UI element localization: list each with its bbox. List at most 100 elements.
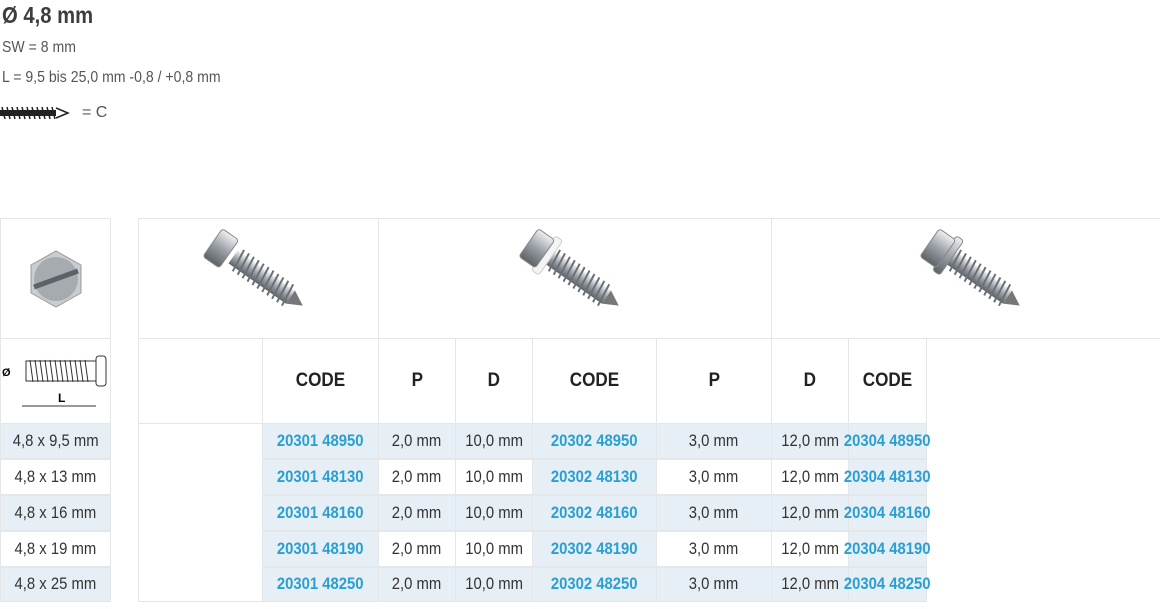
spacer-column [138,423,263,602]
size-cell: 4,8 x 16 mm [0,495,111,531]
product-image-3 [771,218,1160,339]
d-cell-text: 12,0 mm [781,503,839,522]
code-cell: 20302 48950 [532,423,657,459]
spacer-header [771,338,849,424]
code-cell: 20301 48950 [262,423,379,459]
d-cell: 12,0 mm [771,567,849,602]
size-cell-text: 4,8 x 13 mm [14,467,97,486]
p-cell-text: 2,0 mm [392,503,442,522]
svg-text:Ø: Ø [2,367,11,379]
size-cell-text: 4,8 x 19 mm [14,539,97,558]
code-cell-text: 20304 48950 [844,431,931,450]
p-cell: 2,0 mm [378,495,456,531]
slotted-hex-head-icon [30,249,81,308]
code-cell-text: 20302 48950 [551,431,638,450]
length-range: L = 9,5 bis 25,0 mm -0,8 / +0,8 mm [2,69,221,86]
code-cell: 20302 48160 [532,495,657,531]
code-cell-text: 20302 48160 [551,503,638,522]
size-cell-text: 4,8 x 25 mm [14,575,97,593]
code-cell-text: 20304 48250 [844,575,931,593]
header-code-text: CODE [569,370,620,391]
product-image-2 [378,218,772,339]
code-cell-text: 20302 48130 [551,467,638,486]
code-cell-text: 20302 48190 [551,539,638,558]
d-cell-text: 10,0 mm [465,539,523,558]
d-cell-text: 10,0 mm [465,503,523,522]
d-cell-text: 10,0 mm [465,431,523,450]
code-cell-text: 20301 48950 [277,431,364,450]
code-cell: 20304 48190 [844,531,931,567]
thread-type-c-icon [0,106,70,120]
d-cell-text: 12,0 mm [781,575,839,593]
p-cell: 3,0 mm [656,495,772,531]
header-code: CODE [262,338,379,424]
code-cell: 20304 48160 [844,495,931,531]
p-cell-text: 3,0 mm [689,575,739,593]
d-cell-text: 12,0 mm [781,467,839,486]
hex-head-screw-with-white-washer-image [519,228,619,306]
size-cell-text: 4,8 x 16 mm [14,503,97,522]
header-d-text: D [803,370,817,391]
wrench-size: SW = 8 mm [2,39,76,56]
header-p: P [378,338,456,424]
code-cell-text: 20302 48250 [551,575,638,593]
code-cell: 20304 48130 [844,459,931,495]
diameter-title: Ø 4,8 mm [2,2,94,28]
hex-head-tapping-screw-image [203,228,303,306]
code-cell: 20304 48950 [844,423,931,459]
code-cell: 20301 48160 [262,495,379,531]
d-cell: 10,0 mm [455,495,533,531]
product-image-1 [138,218,379,339]
p-cell-text: 3,0 mm [689,503,739,522]
header-p-text: P [708,370,720,391]
size-cell: 4,8 x 9,5 mm [0,423,111,459]
thread-type: = C [0,104,107,122]
code-cell-text: 20304 48190 [844,539,931,558]
code-cell-text: 20301 48190 [277,539,364,558]
p-cell-text: 3,0 mm [689,431,739,450]
p-cell-text: 2,0 mm [392,467,442,486]
code-cell: 20301 48250 [262,567,379,602]
code-cell: 20302 48130 [532,459,657,495]
size-cell: 4,8 x 13 mm [0,459,111,495]
spacer-column [455,423,533,602]
header-code: CODE [532,338,657,424]
p-cell: 2,0 mm [378,459,456,495]
spacer-column [771,423,849,602]
size-cell: 4,8 x 25 mm [0,567,111,602]
svg-text:L: L [58,391,65,405]
p-cell: 2,0 mm [378,567,456,602]
hex-head-screw-with-metal-washer-image [920,228,1020,306]
d-cell: 10,0 mm [455,423,533,459]
size-cell-text: 4,8 x 9,5 mm [12,431,99,450]
d-cell-text: 10,0 mm [465,467,523,486]
code-cell: 20302 48190 [532,531,657,567]
thread-type-label: = C [82,104,108,121]
header-p: P [656,338,772,424]
code-cell: 20301 48130 [262,459,379,495]
header-code-text: CODE [295,370,346,391]
code-cell: 20301 48190 [262,531,379,567]
d-cell-text: 10,0 mm [465,575,523,593]
p-cell-text: 3,0 mm [689,539,739,558]
p-cell-text: 2,0 mm [392,431,442,450]
p-cell-text: 2,0 mm [392,575,442,593]
header-p-text: P [411,370,423,391]
code-cell-text: 20301 48160 [277,503,364,522]
p-cell: 2,0 mm [378,423,456,459]
p-cell: 2,0 mm [378,531,456,567]
header-d-text: D [487,370,501,391]
screw-head-image [0,218,111,339]
code-cell: 20304 48250 [844,567,931,602]
spacer-header [138,338,263,424]
p-cell: 3,0 mm [656,459,772,495]
d-cell-text: 12,0 mm [781,539,839,558]
screw-dimension-icon: ØL [2,355,106,407]
code-cell-text: 20301 48250 [277,575,364,593]
d-cell-text: 12,0 mm [781,431,839,450]
size-cell: 4,8 x 19 mm [0,531,111,567]
p-cell-text: 3,0 mm [689,467,739,486]
p-cell: 3,0 mm [656,423,772,459]
p-cell: 3,0 mm [656,567,772,602]
